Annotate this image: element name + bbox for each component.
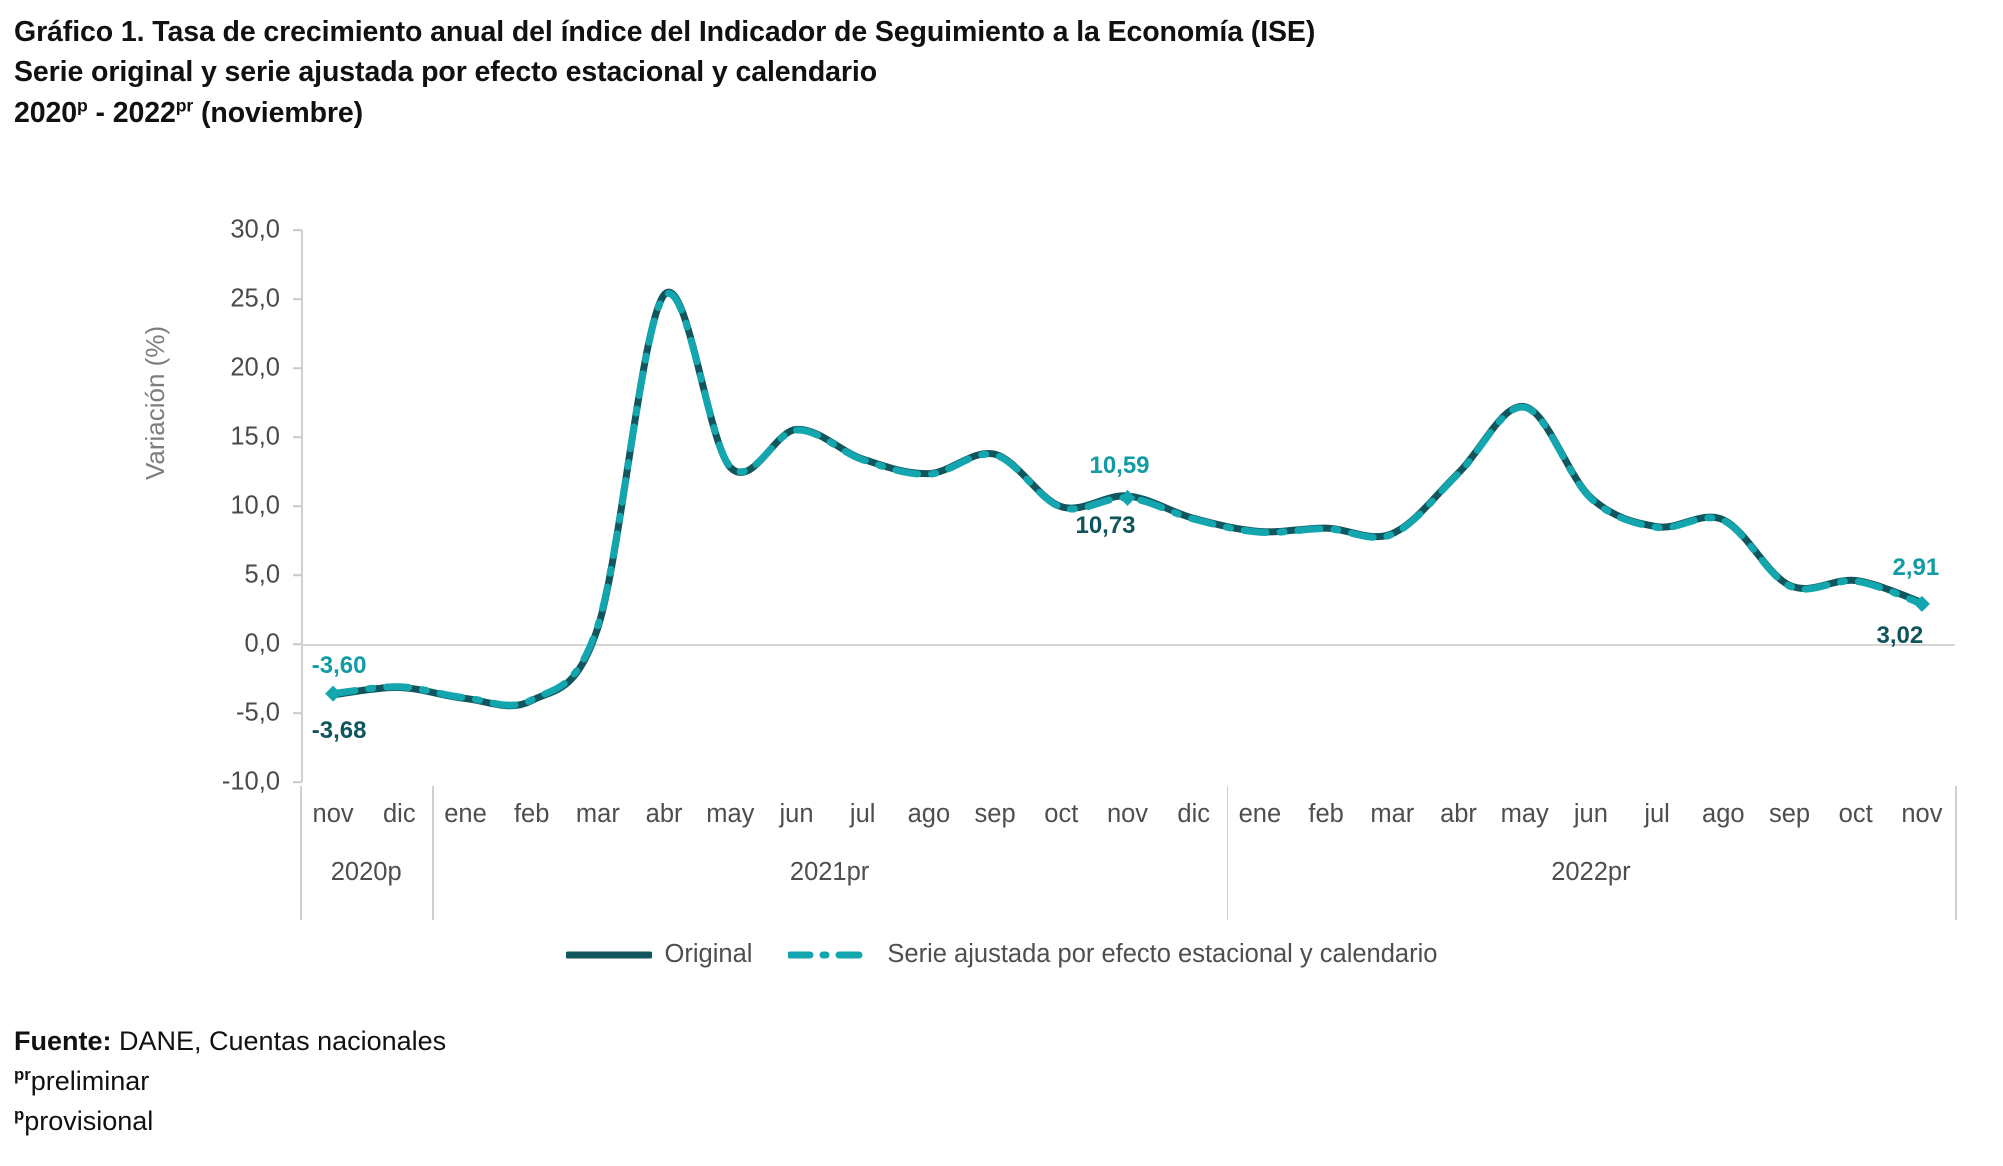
x-tick-label-month: nov [1901,800,1943,828]
line-adjusted [329,290,1926,709]
x-tick-label-month: abr [1440,800,1477,828]
zero-baseline [301,644,1955,646]
legend-label: Serie ajustada por efecto estacional y c… [887,940,1438,968]
x-tick-label-month: jun [779,800,814,828]
y-axis-tick-marks [293,229,303,783]
y-axis-tick-labels: 30,0 25,0 20,0 15,0 10,0 5,0 0,0 -5,0 -10,0 [160,216,280,796]
x-tick-label-month: jul [849,800,876,828]
data-label-adjusted-nov-2020: -3,60 [311,651,367,679]
legend-item[interactable]: Original [565,940,753,969]
y-tick-mark [293,229,302,231]
x-tick-label-month: feb [513,800,550,828]
legend-item[interactable]: Serie ajustada por efecto estacional y c… [788,940,1437,969]
note-preliminar-sup: pr [14,1064,31,1084]
x-axis-year-group-label: 2021pr [789,858,870,886]
chart-container: Variación (%) 30,0 25,0 20,0 15,0 10,0 5,0 0,0… [0,150,2003,1010]
x-tick-label-month: ago [907,800,951,828]
x-axis-group-separator [1226,786,1229,920]
source-value: DANE, Cuentas nacionales [111,1026,447,1056]
title-sup-provisional: p [77,95,88,116]
legend-label: Original [664,940,753,968]
y-tick-label: 15,0 [230,422,280,451]
y-tick-label: 5,0 [244,560,280,589]
legend-swatch-solid-icon [565,951,652,958]
note-provisional-sup: p [14,1104,25,1124]
note-provisional: pprovisional [14,1102,1214,1142]
y-tick-mark [293,712,302,714]
marker-adjusted-start [325,685,342,702]
legend-swatch-dashed-icon [788,951,875,958]
x-tick-label-month: may [1500,800,1549,828]
x-tick-label-month: dic [1177,800,1210,828]
data-label-adjusted-nov-2022: 2,91 [1892,553,1940,581]
x-tick-label-month: sep [974,800,1016,828]
y-tick-label: 10,0 [230,491,280,520]
x-tick-label-month: dic [382,800,416,828]
x-axis-year-group-label: 2022pr [1551,858,1631,886]
title-line-2: Serie original y serie ajustada por efec… [14,56,877,89]
title-year-start: 2020 [14,96,78,129]
series-lines [325,288,1930,710]
chart-legend: Original Serie ajustada por efecto estaci… [0,940,2003,969]
y-tick-label: -5,0 [236,698,280,727]
footer-notes: Fuente: DANE, Cuentas nacionales prpreli… [14,1022,1214,1142]
y-tick-mark [293,643,302,645]
x-tick-label-month: jul [1644,800,1670,828]
x-tick-label-month: ene [444,800,487,828]
x-tick-label-month: ago [1702,800,1745,828]
y-tick-label: 25,0 [230,284,280,313]
title-line-3: 2020p - 2022pr (noviembre) [14,93,1974,133]
title-line-1: Gráfico 1. Tasa de crecimiento anual del… [14,16,1316,48]
x-axis-group-separator [300,786,302,920]
y-tick-mark [293,505,302,507]
title-month: (noviembre) [193,96,364,129]
y-tick-mark [293,781,302,783]
plot-area: -3,60 -3,68 10,59 10,73 2,91 3,02 [300,230,1955,782]
x-tick-label-month: nov [312,800,354,828]
x-tick-label-month: nov [1106,800,1149,828]
x-tick-label-month: may [706,800,755,828]
note-preliminar: prpreliminar [14,1062,1214,1102]
x-tick-label-month: jun [1573,800,1608,828]
data-label-adjusted-nov-2021: 10,59 [1089,451,1150,479]
y-tick-label: 20,0 [230,353,280,382]
note-preliminar-text: preliminar [30,1065,150,1096]
y-tick-mark [293,574,302,576]
x-axis: nov dic ene feb mar abr may jun jul ago sep oct nov d… [300,782,1957,922]
source-row: Fuente: DANE, Cuentas nacionales [14,1022,1214,1062]
x-tick-label-month: feb [1308,800,1344,828]
page-title: Gráfico 1. Tasa de crecimiento anual del… [14,12,1974,133]
y-tick-label: 30,0 [230,215,280,244]
x-tick-label-month: oct [1838,800,1873,828]
y-axis-line [301,230,303,782]
x-tick-label-month: ene [1238,800,1282,828]
y-tick-mark [293,367,302,369]
x-tick-label-month: mar [575,800,620,828]
data-label-original-nov-2020: -3,68 [311,716,367,744]
marker-adjusted-mid [1119,489,1136,506]
x-axis-year-group-label: 2020p [330,858,402,886]
y-tick-label: 0,0 [244,629,280,658]
note-provisional-text: provisional [24,1105,154,1136]
x-axis-group-separator [1955,786,1957,920]
title-sup-preliminar: pr [175,95,194,116]
title-dash: - 2022 [87,96,176,129]
source-label: Fuente: [14,1026,112,1056]
x-tick-label-month: abr [645,800,683,828]
y-tick-label: -10,0 [221,767,280,796]
marker-adjusted-end [1913,595,1930,612]
y-tick-mark [293,298,302,300]
x-tick-label-month: sep [1768,800,1811,828]
data-label-original-nov-2021: 10,73 [1075,511,1136,539]
y-tick-mark [293,436,302,438]
data-label-original-nov-2022: 3,02 [1876,622,1924,650]
x-tick-label-month: oct [1044,800,1079,828]
x-tick-label-month: mar [1370,800,1415,828]
x-axis-group-separator [432,786,434,920]
